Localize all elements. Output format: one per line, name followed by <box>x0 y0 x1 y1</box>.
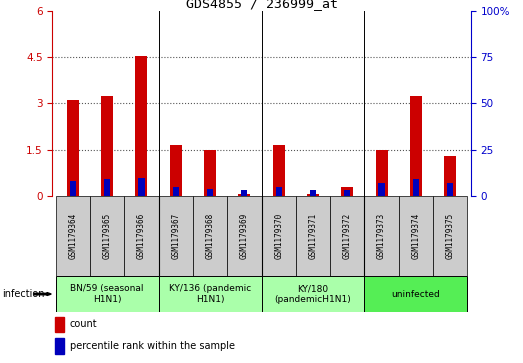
Bar <box>410 96 422 196</box>
Bar <box>56 196 90 276</box>
Bar <box>55 338 64 354</box>
Text: KY/136 (pandemic
H1N1): KY/136 (pandemic H1N1) <box>169 284 251 304</box>
Bar <box>262 276 365 312</box>
Bar <box>296 196 330 276</box>
Text: GSM1179364: GSM1179364 <box>69 213 77 259</box>
Bar <box>241 191 247 196</box>
Bar <box>272 145 285 196</box>
Bar <box>70 181 76 196</box>
Bar <box>262 196 296 276</box>
Bar <box>135 56 147 196</box>
Bar <box>365 276 467 312</box>
Text: BN/59 (seasonal
H1N1): BN/59 (seasonal H1N1) <box>71 284 144 304</box>
Bar <box>310 191 316 196</box>
Bar <box>365 196 399 276</box>
Text: GSM1179368: GSM1179368 <box>206 213 214 259</box>
Bar <box>104 179 110 196</box>
Bar <box>341 187 353 196</box>
Bar <box>307 195 319 196</box>
Text: GSM1179373: GSM1179373 <box>377 213 386 259</box>
Bar <box>413 179 419 196</box>
Bar <box>67 101 79 196</box>
Bar <box>344 191 350 196</box>
Title: GDS4855 / 236999_at: GDS4855 / 236999_at <box>186 0 337 10</box>
Text: count: count <box>70 319 97 329</box>
Bar <box>158 196 193 276</box>
Text: percentile rank within the sample: percentile rank within the sample <box>70 341 235 351</box>
Bar <box>124 196 158 276</box>
Text: KY/180
(pandemicH1N1): KY/180 (pandemicH1N1) <box>275 284 351 304</box>
Text: uninfected: uninfected <box>391 290 440 298</box>
Bar <box>376 150 388 196</box>
Text: GSM1179365: GSM1179365 <box>103 213 112 259</box>
Bar <box>330 196 365 276</box>
Text: GSM1179375: GSM1179375 <box>446 213 454 259</box>
Text: GSM1179370: GSM1179370 <box>274 213 283 259</box>
Text: GSM1179369: GSM1179369 <box>240 213 249 259</box>
Bar <box>101 96 113 196</box>
Text: GSM1179366: GSM1179366 <box>137 213 146 259</box>
Bar <box>55 317 64 332</box>
Bar <box>90 196 124 276</box>
Bar <box>238 193 251 196</box>
Text: GSM1179367: GSM1179367 <box>171 213 180 259</box>
Text: GSM1179374: GSM1179374 <box>411 213 420 259</box>
Bar <box>399 196 433 276</box>
Bar <box>227 196 262 276</box>
Bar <box>170 145 182 196</box>
Bar <box>276 187 282 196</box>
Bar <box>447 183 453 196</box>
Bar <box>56 276 158 312</box>
Bar <box>444 156 456 196</box>
Bar <box>173 187 179 196</box>
Bar <box>379 183 384 196</box>
Text: GSM1179371: GSM1179371 <box>309 213 317 259</box>
Bar <box>204 150 216 196</box>
Bar <box>433 196 467 276</box>
Bar <box>193 196 227 276</box>
Text: infection: infection <box>3 289 45 299</box>
Bar <box>139 178 144 196</box>
Text: GSM1179372: GSM1179372 <box>343 213 352 259</box>
Bar <box>158 276 262 312</box>
Bar <box>207 189 213 196</box>
